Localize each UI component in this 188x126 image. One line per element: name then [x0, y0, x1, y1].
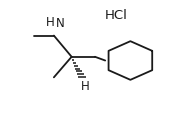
Text: N: N	[56, 17, 64, 30]
Text: H: H	[46, 16, 55, 29]
Text: HCl: HCl	[105, 9, 128, 22]
Text: H: H	[81, 80, 90, 93]
